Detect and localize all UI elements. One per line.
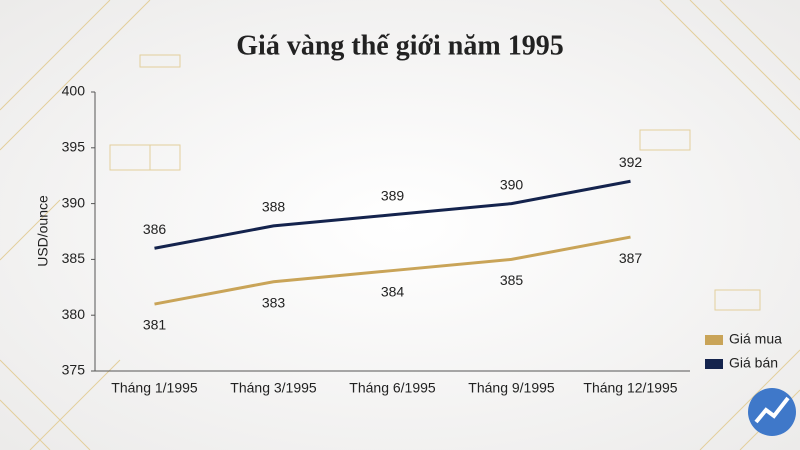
legend-label: Giá mua bbox=[729, 331, 782, 347]
y-tick-label: 390 bbox=[62, 194, 86, 210]
legend-swatch bbox=[705, 359, 723, 369]
x-tick-label: Tháng 6/1995 bbox=[349, 380, 436, 396]
x-tick-label: Tháng 9/1995 bbox=[468, 380, 555, 396]
data-label: 384 bbox=[381, 283, 405, 299]
y-tick-label: 385 bbox=[62, 250, 86, 266]
legend-label: Giá bán bbox=[729, 355, 778, 371]
y-tick-label: 375 bbox=[62, 362, 86, 378]
y-axis-label: USD/ounce bbox=[35, 195, 51, 267]
x-tick-label: Tháng 12/1995 bbox=[583, 380, 677, 396]
data-label: 392 bbox=[619, 154, 643, 170]
legend-swatch bbox=[705, 335, 723, 345]
series-line bbox=[154, 235, 631, 306]
logo bbox=[748, 388, 796, 436]
x-tick-label: Tháng 3/1995 bbox=[230, 380, 317, 396]
chart-title: Giá vàng thế giới năm 1995 bbox=[236, 30, 563, 61]
data-label: 388 bbox=[262, 199, 286, 215]
data-label: 385 bbox=[500, 272, 524, 288]
data-label: 390 bbox=[500, 176, 524, 192]
y-tick-label: 400 bbox=[62, 83, 86, 99]
data-label: 383 bbox=[262, 294, 286, 310]
series-line bbox=[154, 179, 631, 250]
x-tick-label: Tháng 1/1995 bbox=[111, 380, 198, 396]
data-label: 389 bbox=[381, 187, 405, 203]
y-tick-label: 380 bbox=[62, 306, 86, 322]
data-label: 386 bbox=[143, 221, 167, 237]
data-label: 381 bbox=[143, 317, 167, 333]
y-tick-label: 395 bbox=[62, 139, 86, 155]
data-label: 387 bbox=[619, 250, 643, 266]
